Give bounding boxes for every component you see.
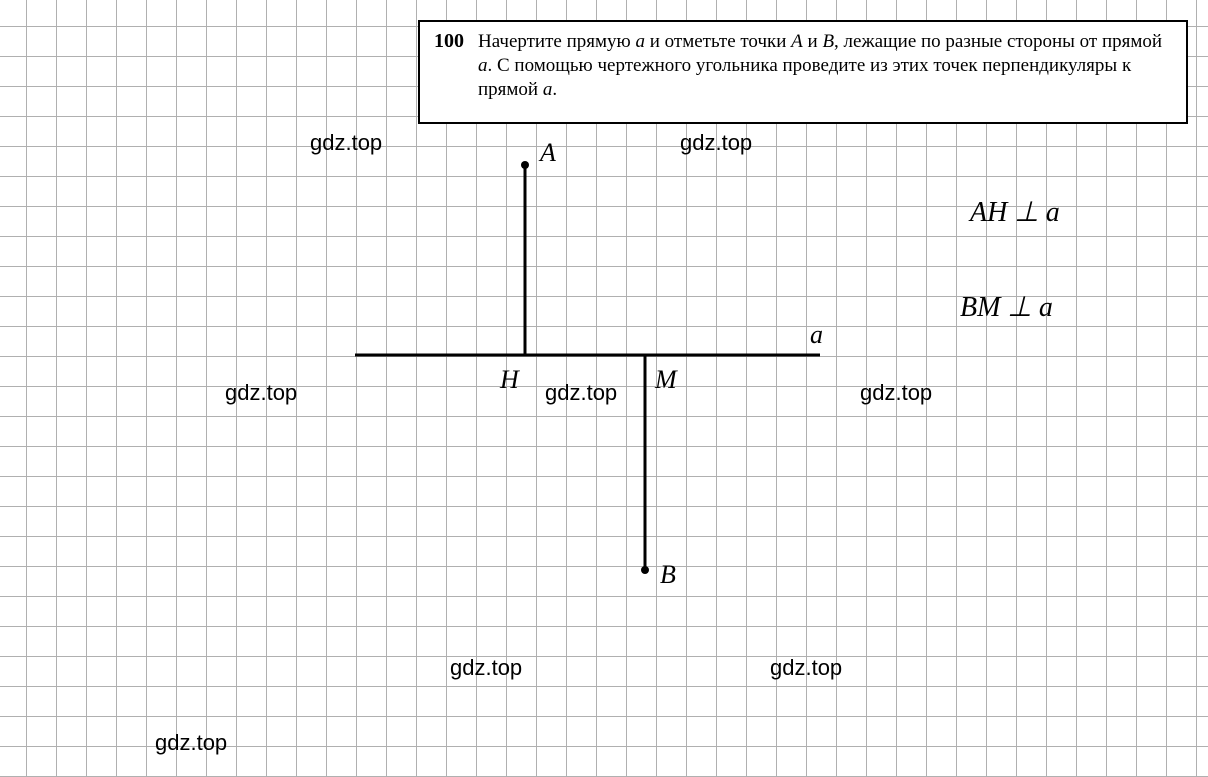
watermark: gdz.top <box>545 380 617 406</box>
watermark: gdz.top <box>155 730 227 756</box>
annotation-ah-perp-a: AH ⊥ a <box>970 195 1060 229</box>
label-a-point: A <box>540 138 556 168</box>
watermark: gdz.top <box>770 655 842 681</box>
label-h-point: H <box>500 365 519 395</box>
watermark: gdz.top <box>310 130 382 156</box>
label-line-a: a <box>810 320 823 350</box>
problem-number: 100 <box>434 30 464 114</box>
annotation-bm-perp-a: BM ⊥ a <box>960 290 1053 324</box>
problem-text: Начертите прямую a и отметьте точки A и … <box>478 30 1170 114</box>
watermark: gdz.top <box>680 130 752 156</box>
problem-box: 100 Начертите прямую a и отметьте точки … <box>418 20 1188 124</box>
label-m-point: M <box>655 365 677 395</box>
watermark: gdz.top <box>860 380 932 406</box>
watermark: gdz.top <box>225 380 297 406</box>
label-b-point: B <box>660 560 676 590</box>
watermark: gdz.top <box>450 655 522 681</box>
